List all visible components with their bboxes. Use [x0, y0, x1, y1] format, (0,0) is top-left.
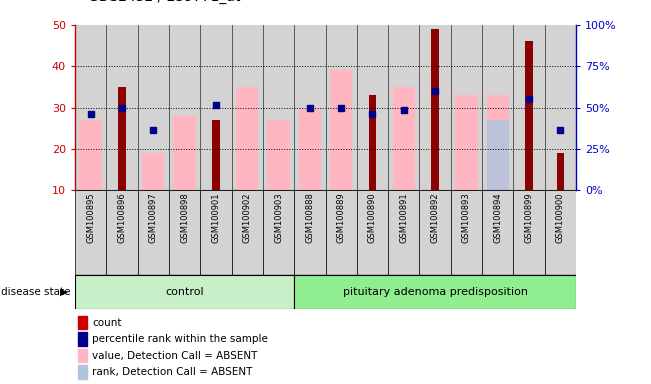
Bar [79, 120, 102, 190]
Bar [294, 25, 326, 190]
Bar [525, 41, 533, 190]
Bar [514, 25, 545, 190]
Bar [450, 190, 482, 275]
Bar [299, 108, 321, 190]
Text: GSM100890: GSM100890 [368, 193, 377, 243]
Bar [450, 25, 482, 190]
Bar [75, 190, 106, 275]
Bar [431, 29, 439, 190]
Bar [236, 87, 258, 190]
Bar [75, 275, 294, 309]
Bar [75, 25, 106, 190]
Bar [232, 25, 263, 190]
Text: percentile rank within the sample: percentile rank within the sample [92, 334, 268, 344]
Text: GSM100900: GSM100900 [556, 193, 565, 243]
Bar [486, 120, 509, 190]
Bar [106, 190, 137, 275]
Bar [142, 153, 165, 190]
Text: GSM100895: GSM100895 [86, 193, 95, 243]
Bar [545, 25, 576, 190]
Text: GSM100896: GSM100896 [117, 193, 126, 243]
Bar [486, 95, 509, 190]
Bar [137, 190, 169, 275]
Bar [169, 25, 201, 190]
Bar [263, 25, 294, 190]
Text: GSM100894: GSM100894 [493, 193, 503, 243]
Bar [201, 25, 232, 190]
Bar [326, 190, 357, 275]
Bar [482, 190, 514, 275]
Bar [357, 190, 388, 275]
Text: ▶: ▶ [61, 287, 68, 297]
Bar [514, 190, 545, 275]
Text: GSM100889: GSM100889 [337, 193, 346, 243]
Text: control: control [165, 287, 204, 297]
Bar [173, 116, 196, 190]
Text: GSM100898: GSM100898 [180, 193, 189, 243]
Bar [357, 25, 388, 190]
Bar [78, 332, 87, 346]
Bar [545, 190, 576, 275]
Text: GSM100897: GSM100897 [148, 193, 158, 243]
Bar [419, 25, 450, 190]
Text: disease state: disease state [1, 287, 71, 297]
Text: GSM100902: GSM100902 [243, 193, 252, 243]
Bar [368, 95, 376, 190]
Bar [455, 95, 478, 190]
Text: GSM100899: GSM100899 [525, 193, 534, 243]
Bar [106, 25, 137, 190]
Bar [212, 120, 220, 190]
Bar [557, 153, 564, 190]
Bar [118, 87, 126, 190]
Text: GSM100903: GSM100903 [274, 193, 283, 243]
Text: GSM100901: GSM100901 [212, 193, 220, 243]
Bar [388, 190, 419, 275]
Bar [169, 190, 201, 275]
Bar [263, 190, 294, 275]
Bar [393, 87, 415, 190]
Bar [78, 349, 87, 362]
Bar [232, 190, 263, 275]
Bar [267, 120, 290, 190]
Bar [294, 190, 326, 275]
Text: pituitary adenoma predisposition: pituitary adenoma predisposition [342, 287, 528, 297]
Bar [294, 275, 576, 309]
Bar [78, 365, 87, 379]
Text: GDS2432 / 239771_at: GDS2432 / 239771_at [88, 0, 240, 4]
Bar [326, 25, 357, 190]
Text: rank, Detection Call = ABSENT: rank, Detection Call = ABSENT [92, 367, 253, 377]
Text: GSM100888: GSM100888 [305, 193, 314, 243]
Bar [482, 25, 514, 190]
Bar [78, 316, 87, 329]
Text: GSM100891: GSM100891 [399, 193, 408, 243]
Bar [388, 25, 419, 190]
Text: value, Detection Call = ABSENT: value, Detection Call = ABSENT [92, 351, 257, 361]
Bar [137, 25, 169, 190]
Text: GSM100893: GSM100893 [462, 193, 471, 243]
Bar [330, 70, 352, 190]
Bar [419, 190, 450, 275]
Text: GSM100892: GSM100892 [431, 193, 439, 243]
Bar [201, 190, 232, 275]
Text: count: count [92, 318, 122, 328]
